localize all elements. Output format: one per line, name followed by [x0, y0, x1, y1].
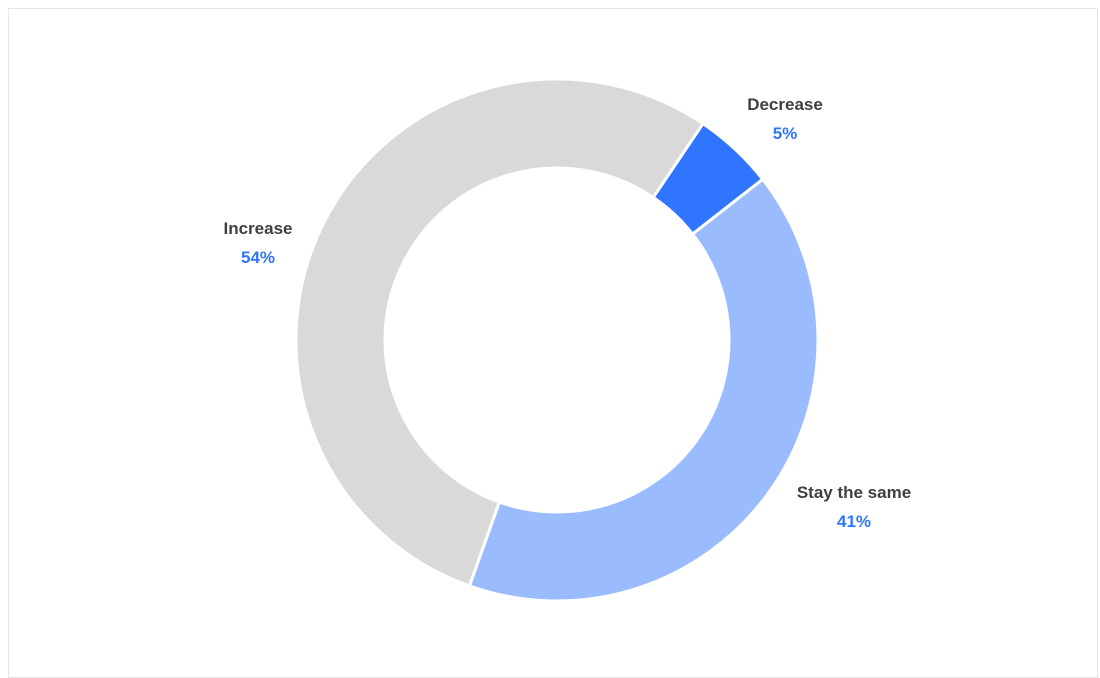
slice-increase: [294, 77, 706, 588]
label-stay-the-same: Stay the same 41%: [797, 483, 911, 531]
label-decrease-value: 5%: [773, 124, 798, 143]
label-increase-name: Increase: [224, 219, 293, 238]
donut-slices: [294, 77, 820, 603]
label-increase: Increase 54%: [224, 219, 293, 267]
label-increase-value: 54%: [241, 248, 275, 267]
slice-stay-the-same: [467, 177, 820, 603]
label-stay-the-same-name: Stay the same: [797, 483, 911, 502]
label-decrease: Decrease 5%: [747, 95, 823, 143]
label-stay-the-same-value: 41%: [837, 512, 871, 531]
label-decrease-name: Decrease: [747, 95, 823, 114]
